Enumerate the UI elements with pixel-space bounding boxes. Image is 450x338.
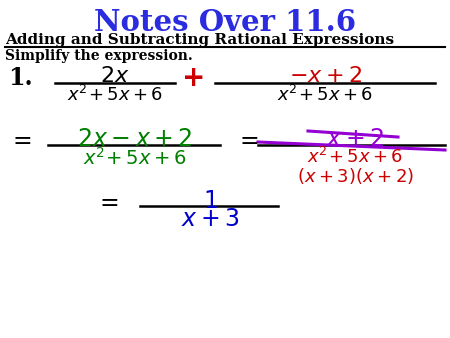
Text: $=$: $=$: [8, 128, 32, 151]
Text: Adding and Subtracting Rational Expressions: Adding and Subtracting Rational Expressi…: [5, 33, 394, 47]
Text: $x^2\!+5x+6$: $x^2\!+5x+6$: [307, 147, 403, 167]
Text: $-x+2$: $-x+2$: [288, 65, 361, 87]
Text: $2x$: $2x$: [100, 65, 130, 87]
Text: $x+2$: $x+2$: [326, 128, 384, 151]
Text: Simplify the expression.: Simplify the expression.: [5, 49, 193, 63]
Text: $x^2\!+5x+6$: $x^2\!+5x+6$: [277, 85, 373, 105]
Text: $=$: $=$: [235, 128, 259, 151]
Text: $1$: $1$: [202, 190, 217, 213]
Text: $x+3$: $x+3$: [180, 208, 239, 231]
Text: $(x+3)(x+2)$: $(x+3)(x+2)$: [297, 166, 414, 186]
Text: $x^2\!+5x+6$: $x^2\!+5x+6$: [67, 85, 163, 105]
Text: $2x-x+2$: $2x-x+2$: [77, 128, 193, 151]
Text: Notes Over 11.6: Notes Over 11.6: [94, 8, 356, 37]
Text: $=$: $=$: [95, 190, 119, 213]
Text: $x^2\!+5x+6$: $x^2\!+5x+6$: [83, 147, 187, 169]
Text: $\mathbf{+}$: $\mathbf{+}$: [181, 65, 203, 92]
Text: 1.: 1.: [8, 66, 32, 90]
